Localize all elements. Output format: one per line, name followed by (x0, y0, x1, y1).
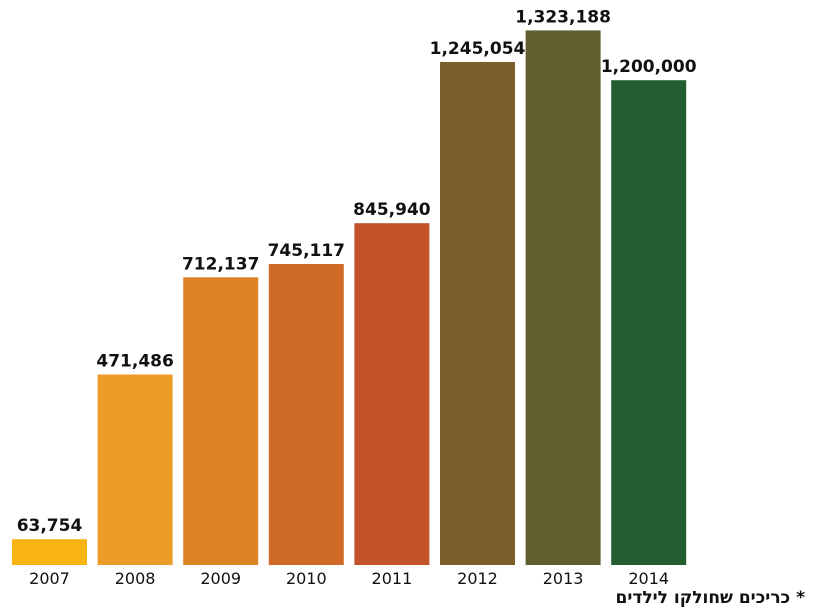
bar-2013 (525, 30, 601, 565)
bar-2010 (268, 264, 344, 565)
x-tick-label-2012: 2012 (457, 569, 498, 588)
value-label-2013: 1,323,188 (515, 7, 611, 27)
value-label-2007: 63,754 (17, 516, 83, 536)
bar-2011 (354, 223, 430, 565)
bar-2012 (440, 62, 515, 565)
x-tick-label-2007: 2007 (29, 569, 70, 588)
value-label-2009: 712,137 (182, 254, 259, 274)
value-labels-group: 63,754 471,486 712,137 745,117 845,940 1,245,… (17, 7, 697, 536)
x-tick-label-2010: 2010 (286, 569, 327, 588)
chart-footnote: * כריכים שחולקו לילדים (615, 588, 805, 608)
value-label-2014: 1,200,000 (601, 57, 697, 77)
x-tick-label-2014: 2014 (628, 569, 669, 588)
bar-2014 (611, 80, 687, 565)
x-axis-tick-labels: 2007 2008 2009 2010 2011 2012 2013 2014 (29, 569, 669, 588)
bar-2009 (183, 277, 259, 565)
bar-2008 (97, 374, 173, 565)
bars-group (12, 30, 687, 565)
bar-2007 (12, 539, 87, 565)
x-tick-label-2009: 2009 (200, 569, 241, 588)
x-tick-label-2013: 2013 (543, 569, 584, 588)
value-label-2008: 471,486 (96, 352, 173, 372)
x-tick-label-2008: 2008 (115, 569, 156, 588)
value-label-2010: 745,117 (268, 241, 345, 261)
x-tick-label-2011: 2011 (372, 569, 413, 588)
value-label-2012: 1,245,054 (430, 39, 526, 59)
value-label-2011: 845,940 (353, 200, 431, 220)
